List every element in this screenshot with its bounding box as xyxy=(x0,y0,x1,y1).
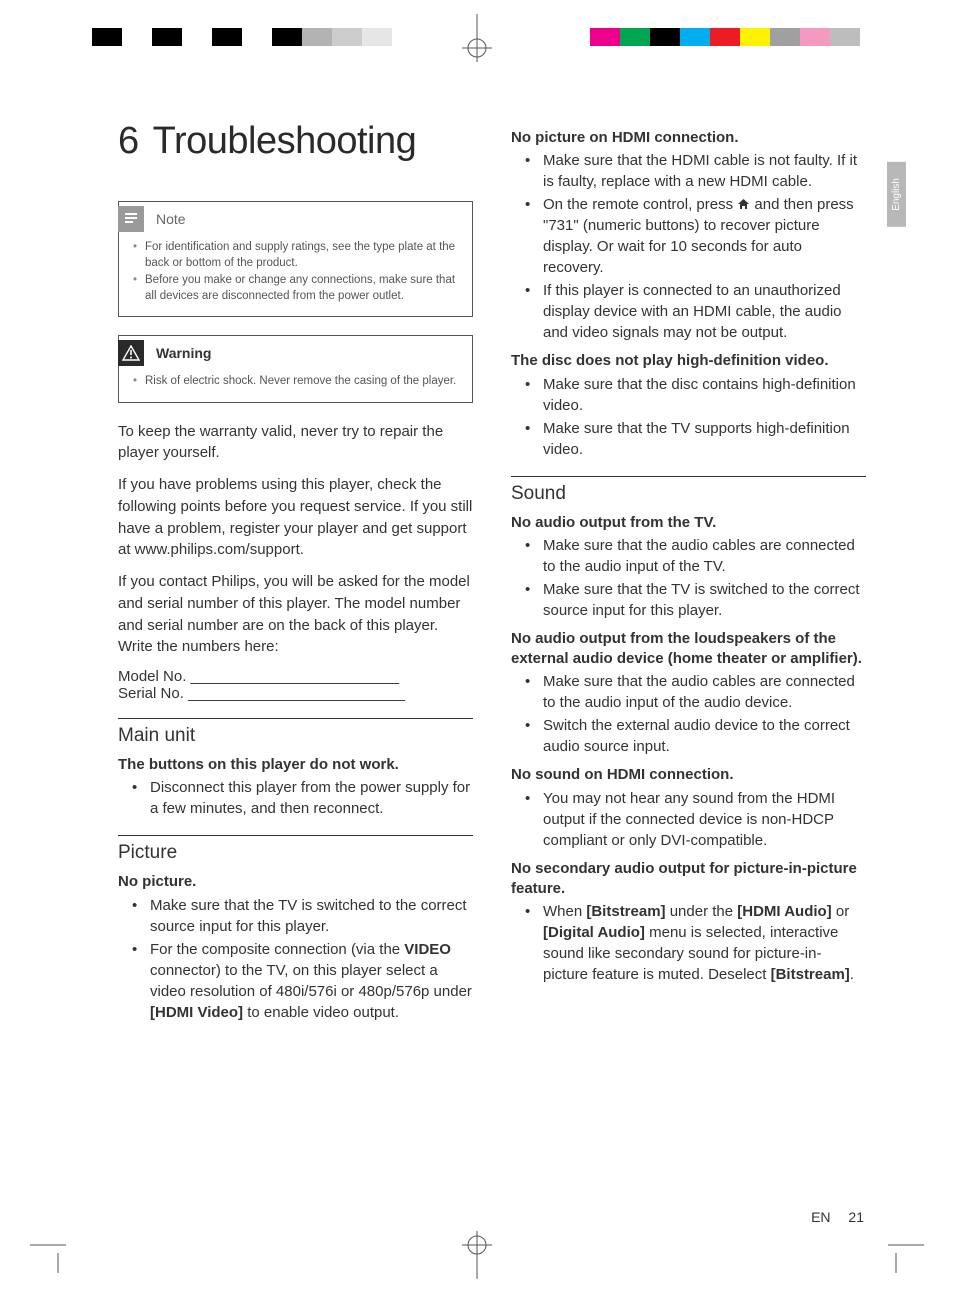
picture-sub3-list: Make sure that the disc contains high-de… xyxy=(511,374,866,460)
list-item: Disconnect this player from the power su… xyxy=(118,777,473,819)
sound-sub3-list: You may not hear any sound from the HDMI… xyxy=(511,788,866,851)
main-unit-title: Main unit xyxy=(118,725,473,747)
list-item: When [Bitstream] under the [HDMI Audio] … xyxy=(511,901,866,985)
sound-sub2: No audio output from the loudspeakers of… xyxy=(511,629,866,670)
list-item: If this player is connected to an unauth… xyxy=(511,280,866,343)
right-column: No picture on HDMI connection. Make sure… xyxy=(511,120,866,1031)
serial-no-line: Serial No. __________________________ xyxy=(118,685,473,702)
note-label: Note xyxy=(156,211,186,227)
list-item: Make sure that the TV is switched to the… xyxy=(118,895,473,937)
section-divider xyxy=(118,835,473,836)
sound-sub3: No sound on HDMI connection. xyxy=(511,765,866,785)
crop-mark-bl xyxy=(30,1225,78,1273)
picture-sub1-list: Make sure that the TV is switched to the… xyxy=(118,895,473,1023)
note-icon xyxy=(118,206,144,232)
home-icon xyxy=(737,198,750,210)
sound-sub4-list: When [Bitstream] under the [HDMI Audio] … xyxy=(511,901,866,985)
left-column: 6 Troubleshooting Note For identification… xyxy=(118,120,473,1031)
picture-sub3: The disc does not play high-definition v… xyxy=(511,351,866,371)
print-color-bar-right xyxy=(560,28,860,46)
warning-callout: Warning Risk of electric shock. Never re… xyxy=(118,335,473,403)
intro-p1: To keep the warranty valid, never try to… xyxy=(118,421,473,465)
picture-title: Picture xyxy=(118,842,473,864)
warning-icon xyxy=(118,340,144,366)
page-footer: EN 21 xyxy=(811,1209,864,1225)
chapter-title: 6 Troubleshooting xyxy=(118,120,473,163)
sound-sub2-list: Make sure that the audio cables are conn… xyxy=(511,671,866,757)
warning-item: Risk of electric shock. Never remove the… xyxy=(131,374,460,390)
picture-sub2-list: Make sure that the HDMI cable is not fau… xyxy=(511,150,866,343)
main-unit-list: Disconnect this player from the power su… xyxy=(118,777,473,819)
list-item: Make sure that the HDMI cable is not fau… xyxy=(511,150,866,192)
footer-lang: EN xyxy=(811,1209,830,1225)
warning-label: Warning xyxy=(156,345,211,361)
warning-list: Risk of electric shock. Never remove the… xyxy=(131,374,460,390)
note-item: Before you make or change any connection… xyxy=(131,273,460,304)
crop-mark-br xyxy=(876,1225,924,1273)
registration-mark-top xyxy=(462,14,492,62)
list-item: Make sure that the disc contains high-de… xyxy=(511,374,866,416)
main-unit-sub1: The buttons on this player do not work. xyxy=(118,755,473,775)
model-no-line: Model No. _________________________ xyxy=(118,668,473,685)
sound-sub4: No secondary audio output for picture-in… xyxy=(511,859,866,900)
sound-sub1-list: Make sure that the audio cables are conn… xyxy=(511,535,866,621)
list-item: Make sure that the TV supports high-defi… xyxy=(511,418,866,460)
list-item: Make sure that the audio cables are conn… xyxy=(511,671,866,713)
note-callout: Note For identification and supply ratin… xyxy=(118,201,473,317)
picture-sub1: No picture. xyxy=(118,872,473,892)
page-content: 6 Troubleshooting Note For identification… xyxy=(118,120,868,1031)
footer-page-number: 21 xyxy=(848,1209,864,1225)
list-item: Make sure that the audio cables are conn… xyxy=(511,535,866,577)
section-divider xyxy=(511,476,866,477)
list-item: Switch the external audio device to the … xyxy=(511,715,866,757)
intro-p3: If you contact Philips, you will be aske… xyxy=(118,571,473,658)
registration-mark-bottom xyxy=(462,1231,492,1279)
list-item: Make sure that the TV is switched to the… xyxy=(511,579,866,621)
chapter-title-text: Troubleshooting xyxy=(153,120,417,162)
chapter-number: 6 xyxy=(118,120,139,162)
list-item: For the composite connection (via the VI… xyxy=(118,939,473,1023)
print-color-bar-left xyxy=(92,28,392,46)
language-tab: English xyxy=(887,162,906,227)
note-list: For identification and supply ratings, s… xyxy=(131,240,460,304)
sound-title: Sound xyxy=(511,483,866,505)
section-divider xyxy=(118,718,473,719)
note-item: For identification and supply ratings, s… xyxy=(131,240,460,271)
list-item: You may not hear any sound from the HDMI… xyxy=(511,788,866,851)
list-item: On the remote control, press and then pr… xyxy=(511,194,866,278)
sound-sub1: No audio output from the TV. xyxy=(511,513,866,533)
intro-p2: If you have problems using this player, … xyxy=(118,474,473,561)
picture-sub2: No picture on HDMI connection. xyxy=(511,128,866,148)
